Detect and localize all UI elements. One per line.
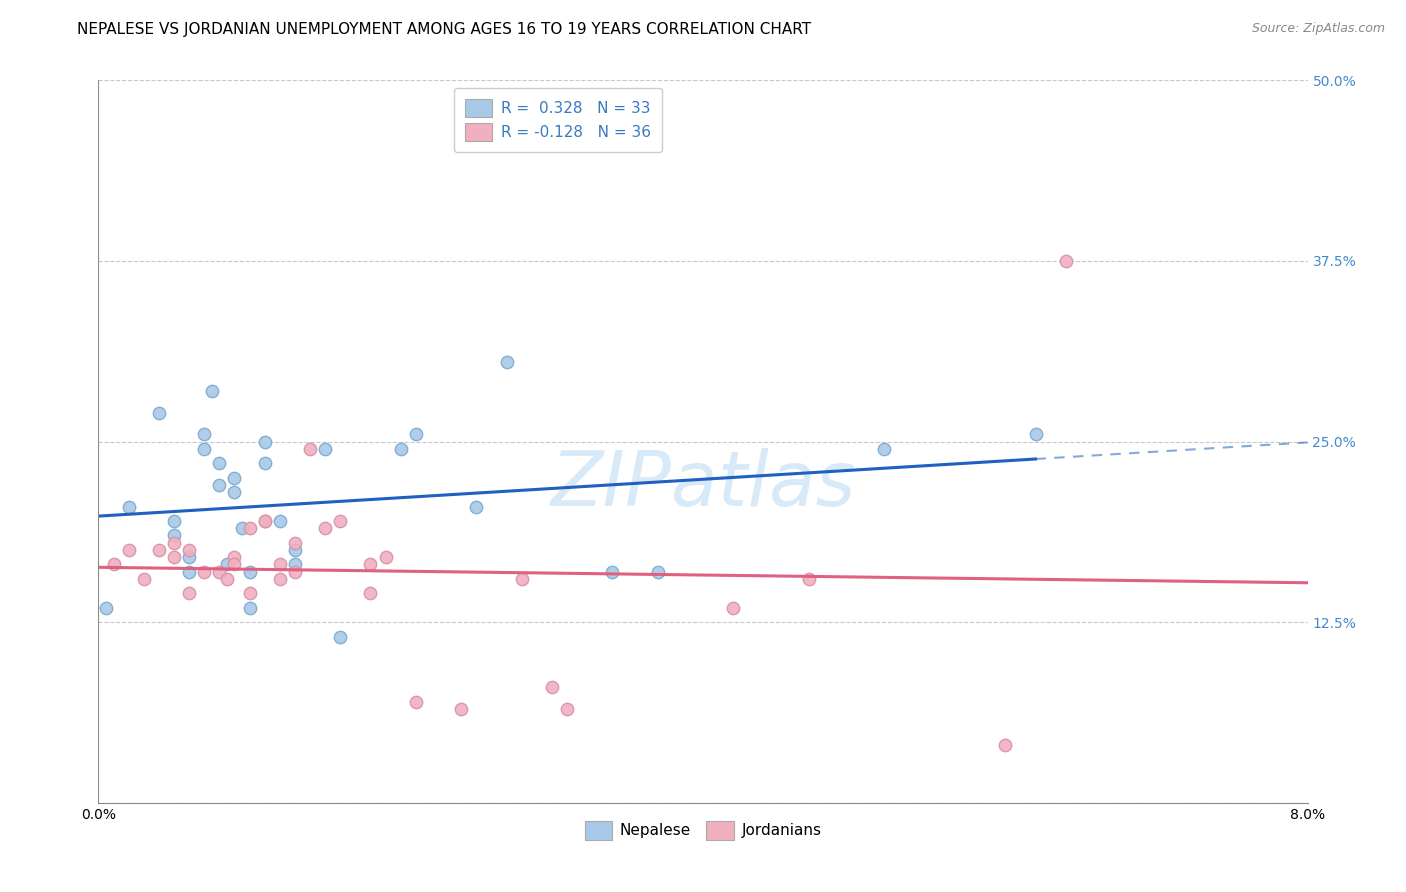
Point	[284, 558, 307, 572]
Point	[269, 572, 291, 586]
Point	[299, 442, 322, 456]
Point	[1025, 427, 1047, 442]
Point	[797, 572, 820, 586]
Point	[329, 514, 352, 528]
Point	[405, 427, 427, 442]
Point	[179, 565, 201, 579]
Point	[118, 542, 141, 557]
Legend: Nepalese, Jordanians: Nepalese, Jordanians	[578, 815, 828, 846]
Point	[231, 521, 253, 535]
Point	[495, 355, 517, 369]
Point	[239, 565, 262, 579]
Point	[224, 558, 246, 572]
Point	[148, 542, 170, 557]
Point	[224, 470, 246, 484]
Point	[163, 550, 186, 565]
Point	[253, 456, 276, 470]
Point	[208, 456, 231, 470]
Point	[314, 442, 336, 456]
Point	[239, 600, 262, 615]
Point	[163, 528, 186, 542]
Point	[208, 478, 231, 492]
Point	[284, 542, 307, 557]
Point	[284, 535, 307, 549]
Point	[132, 572, 155, 586]
Text: NEPALESE VS JORDANIAN UNEMPLOYMENT AMONG AGES 16 TO 19 YEARS CORRELATION CHART: NEPALESE VS JORDANIAN UNEMPLOYMENT AMONG…	[77, 22, 811, 37]
Point	[269, 514, 291, 528]
Point	[215, 558, 238, 572]
Point	[389, 442, 412, 456]
Point	[193, 565, 215, 579]
Point	[224, 485, 246, 500]
Point	[224, 550, 246, 565]
Point	[994, 738, 1017, 752]
Point	[239, 586, 262, 600]
Point	[193, 427, 215, 442]
Point	[179, 542, 201, 557]
Point	[1054, 253, 1077, 268]
Point	[148, 406, 170, 420]
Point	[405, 695, 427, 709]
Text: ZIPatlas: ZIPatlas	[550, 448, 856, 522]
Point	[179, 586, 201, 600]
Point	[118, 500, 141, 514]
Point	[314, 521, 336, 535]
Point	[602, 565, 624, 579]
Point	[163, 535, 186, 549]
Point	[163, 514, 186, 528]
Point	[555, 702, 578, 716]
Point	[253, 434, 276, 449]
Point	[723, 600, 745, 615]
Text: Source: ZipAtlas.com: Source: ZipAtlas.com	[1251, 22, 1385, 36]
Point	[329, 630, 352, 644]
Point	[269, 558, 291, 572]
Point	[540, 680, 562, 694]
Point	[253, 514, 276, 528]
Point	[360, 586, 382, 600]
Point	[253, 514, 276, 528]
Point	[510, 572, 533, 586]
Point	[239, 521, 262, 535]
Point	[215, 572, 238, 586]
Point	[360, 558, 382, 572]
Point	[94, 600, 117, 615]
Point	[450, 702, 472, 716]
Point	[193, 442, 215, 456]
Point	[208, 565, 231, 579]
Point	[179, 550, 201, 565]
Point	[647, 565, 669, 579]
Point	[103, 558, 125, 572]
Point	[284, 565, 307, 579]
Point	[465, 500, 488, 514]
Point	[873, 442, 896, 456]
Point	[374, 550, 396, 565]
Point	[201, 384, 224, 398]
